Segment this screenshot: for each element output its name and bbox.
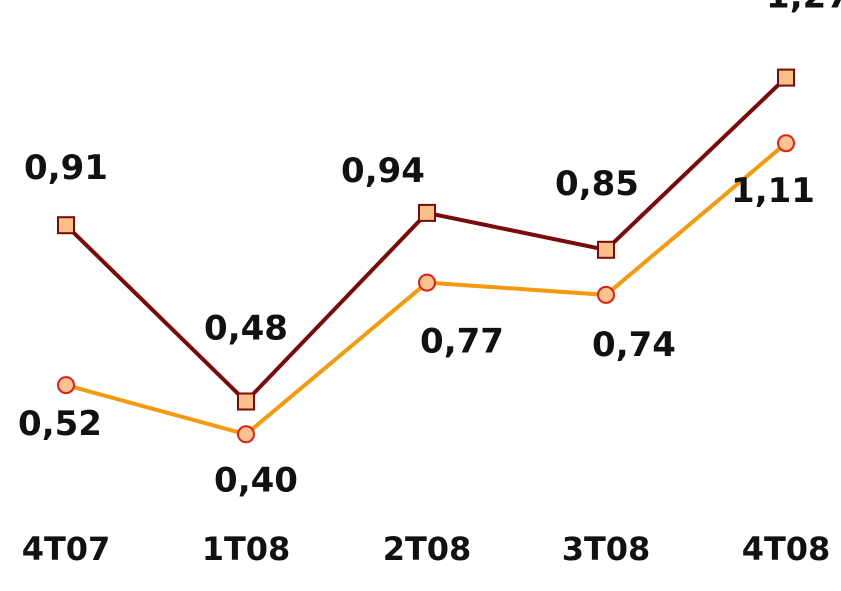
square-marker: [777, 68, 795, 87]
data-labels: 0,91 0,48 0,94 0,85 1,27 0,52 0,40 0,77 0,74 1,11: [18, 0, 841, 500]
x-axis-tick-labels: 4T07 1T08 2T08 3T08 4T08: [22, 530, 831, 568]
data-label: 0,48: [204, 309, 288, 349]
circle-marker: [777, 134, 795, 153]
x-tick-label: 1T08: [202, 530, 291, 568]
data-label: 0,52: [18, 404, 102, 444]
square-marker: [418, 203, 436, 222]
circle-marker: [418, 273, 436, 292]
data-label: 1,11: [731, 171, 815, 211]
square-marker: [237, 392, 255, 411]
data-label: 1,27: [766, 0, 841, 17]
data-label: 0,94: [341, 151, 425, 191]
series-lines: [64, 76, 788, 437]
square-marker: [57, 216, 75, 235]
data-label: 0,85: [555, 164, 639, 204]
x-tick-label: 3T08: [562, 530, 651, 568]
x-tick-label: 2T08: [383, 530, 472, 568]
circle-marker: [597, 285, 615, 304]
data-label: 0,74: [592, 325, 676, 365]
x-tick-label: 4T08: [742, 530, 831, 568]
data-label: 0,77: [420, 322, 504, 362]
series-markers: [57, 68, 795, 444]
circle-marker: [237, 425, 255, 444]
data-label: 0,40: [214, 460, 298, 500]
x-tick-label: 4T07: [22, 530, 111, 568]
square-marker: [597, 240, 615, 259]
data-label: 0,91: [24, 148, 108, 188]
circle-marker: [57, 376, 75, 395]
